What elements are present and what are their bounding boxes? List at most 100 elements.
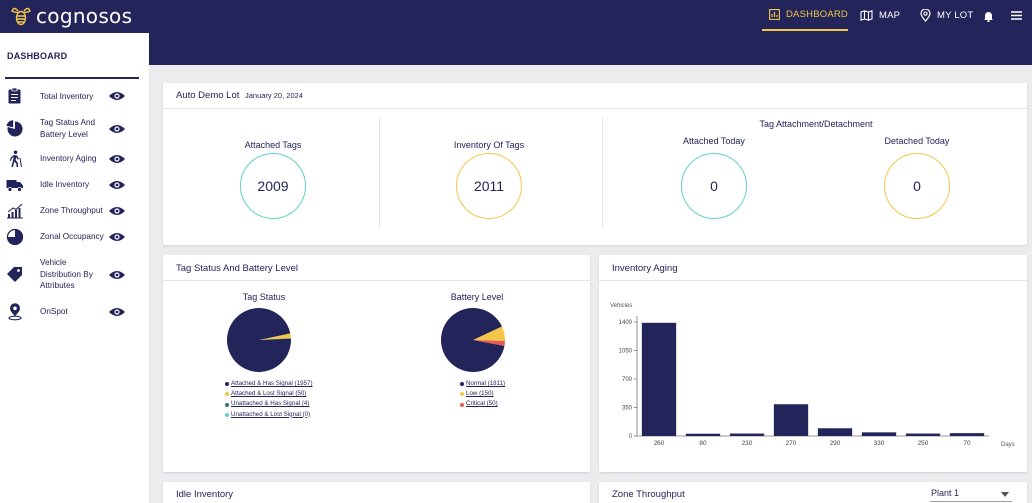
bar-80[interactable] [685, 433, 721, 436]
pie-slice-critical[interactable] [473, 340, 505, 346]
zone-throughput-card-title: Zone Throughput [612, 489, 685, 500]
eye-icon[interactable] [108, 231, 126, 243]
battery-level-pie-chart[interactable] [439, 306, 507, 374]
legend-label: Critical (50) [466, 400, 498, 408]
sidebar: DASHBOARD Total Inventory Tag Status And… [0, 33, 149, 503]
bar-trend-icon [7, 203, 23, 219]
y-tick-label: 1400 [619, 320, 633, 326]
location-pin-icon [8, 303, 22, 321]
x-tick-label: 260 [654, 440, 665, 447]
legend-item[interactable]: Attached & Lost Signal (50) [225, 389, 313, 399]
pie-slice-attached-has-signal[interactable] [227, 308, 291, 373]
bell-icon [984, 11, 993, 22]
x-tick-label: 290 [830, 440, 841, 447]
legend-item[interactable]: Unattached & Has Signal (4) [225, 399, 313, 409]
pie-quarter-icon [6, 228, 24, 246]
bar-260[interactable] [641, 322, 677, 436]
x-tick-label: 70 [963, 440, 971, 447]
divider [602, 118, 603, 228]
legend-label: Attached & Lost Signal (50) [231, 390, 307, 398]
sidebar-item-tag-status[interactable]: Tag Status And Battery Level [0, 117, 149, 141]
attached-tags-label: Attached Tags [244, 140, 302, 150]
detached-today-label: Detached Today [884, 136, 950, 146]
legend-item[interactable]: Unattached & Lost Signal (0) [225, 410, 313, 420]
tag-status-legend: Attached & Has Signal (1957) Attached & … [225, 379, 313, 420]
pie-slice-normal[interactable] [441, 308, 505, 372]
plant-select-value: Plant 1 [931, 488, 960, 498]
hamburger-menu-icon [1011, 11, 1022, 20]
lot-date: January 20, 2024 [245, 91, 303, 100]
top-navigation-bar: cognosos DASHBOARD MAP MY LOT [0, 0, 1032, 33]
inventory-aging-card: Inventory Aging Vehicles Days 0 350 700 1050 1… [599, 255, 1027, 472]
x-tick-label: 270 [786, 440, 797, 447]
eye-icon[interactable] [108, 153, 126, 165]
bar-230[interactable] [729, 433, 765, 436]
pie-slice-low[interactable] [473, 326, 505, 341]
inventory-aging-bar-chart[interactable]: Vehicles Days 0 350 700 1050 1400 260 80 230 270 29… [599, 295, 1027, 460]
y-tick-label: 700 [622, 377, 633, 383]
brand-logo[interactable]: cognosos [10, 4, 132, 28]
y-tick-label: 1050 [619, 349, 633, 355]
legend-item[interactable]: Critical (50) [460, 399, 505, 409]
pie-slice-attached-lost-signal[interactable] [259, 333, 291, 340]
legend-item[interactable]: Attached & Has Signal (1957) [225, 379, 313, 389]
notifications-button[interactable] [983, 0, 994, 31]
sidebar-item-inventory-aging[interactable]: Inventory Aging [0, 150, 149, 168]
bar-70[interactable] [949, 433, 985, 436]
pie-slice-unattached-has-signal[interactable] [259, 338, 291, 340]
nav-dashboard[interactable]: DASHBOARD [762, 0, 848, 31]
battery-level-legend: Normal (1811) Low (150) Critical (50) [460, 379, 505, 410]
sidebar-item-total-inventory[interactable]: Total Inventory [0, 87, 149, 105]
tag-status-card-title: Tag Status And Battery Level [176, 263, 298, 274]
nav-my-lot-label: MY LOT [937, 10, 974, 21]
nav-my-lot[interactable]: MY LOT [920, 0, 973, 31]
sidebar-item-zone-throughput[interactable]: Zone Throughput [0, 202, 149, 220]
tag-status-pie-chart[interactable] [225, 306, 293, 374]
eye-icon[interactable] [108, 205, 126, 217]
eye-icon[interactable] [108, 179, 126, 191]
location-pin-icon [920, 9, 931, 22]
nav-map-label: MAP [879, 10, 901, 21]
idle-inventory-card: Idle Inventory [163, 482, 590, 503]
sidebar-item-label: Zonal Occupancy [40, 232, 104, 241]
eye-icon[interactable] [108, 90, 126, 102]
eye-icon[interactable] [108, 269, 126, 281]
sidebar-item-vehicle-distribution[interactable]: Vehicle Distribution By Attributes [0, 257, 149, 293]
divider [379, 118, 380, 228]
y-tick-label: 350 [622, 406, 633, 412]
battery-level-chart-title: Battery Level [450, 292, 504, 302]
pie-chart-icon [6, 120, 23, 137]
bar-290[interactable] [817, 428, 853, 436]
summary-card-header [163, 83, 1027, 109]
hamburger-menu-button[interactable] [1011, 0, 1022, 31]
legend-item[interactable]: Low (150) [460, 389, 505, 399]
chevron-down-icon [1001, 492, 1009, 497]
nav-map[interactable]: MAP [860, 0, 900, 31]
sidebar-item-zonal-occupancy[interactable]: Zonal Occupancy [0, 228, 149, 246]
x-tick-label: 80 [699, 440, 707, 447]
eye-icon[interactable] [108, 123, 126, 135]
summary-card: Auto Demo Lot January 20, 2024 Attached … [163, 83, 1027, 245]
clipboard-icon [8, 87, 21, 104]
legend-item[interactable]: Normal (1811) [460, 379, 505, 389]
sidebar-item-label: Zone Throughput [40, 206, 103, 215]
idle-inventory-card-title: Idle Inventory [176, 489, 234, 500]
sidebar-item-label: Inventory Aging [40, 154, 97, 163]
bar-330[interactable] [861, 432, 897, 436]
x-tick-label: 330 [874, 440, 885, 447]
sidebar-item-label: OnSpot [40, 307, 68, 316]
bar-250[interactable] [905, 433, 941, 436]
bar-270[interactable] [773, 404, 809, 436]
attached-today-label: Attached Today [683, 136, 745, 146]
sidebar-item-idle-inventory[interactable]: Idle Inventory [0, 176, 149, 194]
sidebar-item-onspot[interactable]: OnSpot [0, 303, 149, 321]
y-axis-label: Vehicles [610, 303, 632, 309]
truck-icon [6, 180, 23, 192]
legend-label: Unattached & Lost Signal (0) [231, 410, 311, 418]
legend-label: Attached & Has Signal (1957) [231, 380, 313, 387]
eye-icon[interactable] [108, 306, 126, 318]
tag-status-card-header [163, 255, 590, 281]
sidebar-item-label: Idle Inventory [40, 180, 90, 189]
attached-tags-value: 2009 [240, 153, 306, 219]
plant-select[interactable]: Plant 1 [930, 486, 1012, 502]
